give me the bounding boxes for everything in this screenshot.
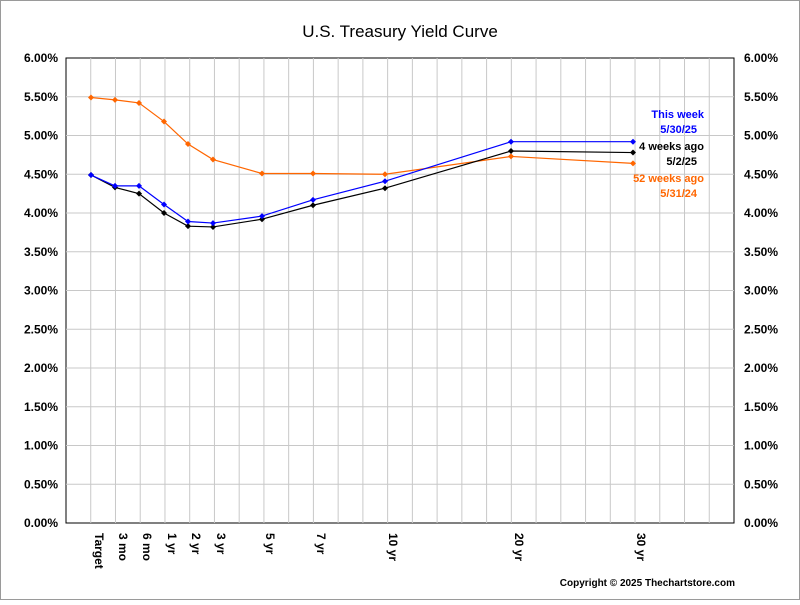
data-point [88,94,94,101]
data-point [210,220,216,227]
legend-series-name: 52 weeks ago [633,173,704,185]
y-tick-label-right: 5.50% [744,90,778,104]
data-point [310,196,316,203]
legend-series-date: 5/31/24 [660,188,698,200]
data-point [136,99,142,106]
x-tick-label: 2 yr [189,533,203,555]
data-point [508,153,514,160]
legend-series-name: This week [651,109,704,121]
data-point [185,141,191,148]
data-point [112,96,118,103]
y-tick-label-right: 4.50% [744,167,778,181]
x-tick-label: Target [92,533,106,569]
x-tick-label: 5 yr [263,533,277,555]
x-tick-label: 3 yr [214,533,228,555]
y-tick-label-left: 0.50% [24,477,58,491]
y-tick-label-left: 0.00% [24,516,58,530]
data-point [210,223,216,230]
data-point [259,216,265,223]
copyright-text: Copyright © 2025 Thechartstore.com [560,578,735,589]
y-tick-label-left: 3.50% [24,245,58,259]
y-tick-label-right: 6.00% [744,51,778,65]
data-point [259,170,265,177]
legend-series-name: 4 weeks ago [639,141,704,153]
y-tick-label-left: 5.50% [24,90,58,104]
legend-series-date: 5/30/25 [660,124,697,136]
y-tick-label-left: 1.00% [24,439,58,453]
x-tick-label: 10 yr [386,533,400,561]
y-tick-label-right: 1.00% [744,439,778,453]
data-point [310,170,316,177]
y-tick-label-right: 1.50% [744,400,778,414]
y-tick-label-right: 2.00% [744,361,778,375]
data-point [310,202,316,209]
data-point [185,218,191,225]
chart-title: U.S. Treasury Yield Curve [302,22,498,41]
y-tick-label-left: 4.00% [24,206,58,220]
data-point [88,172,94,179]
y-tick-label-left: 4.50% [24,167,58,181]
data-point [112,182,118,189]
data-point [508,138,514,145]
data-point [630,149,636,156]
x-tick-label: 1 yr [165,533,179,555]
y-tick-label-right: 0.00% [744,516,778,530]
x-tick-label: 30 yr [634,533,648,561]
data-point [382,178,388,185]
data-point [382,185,388,192]
data-point [259,213,265,220]
y-tick-label-left: 5.00% [24,129,58,143]
data-point [136,182,142,189]
y-tick-label-left: 3.00% [24,284,58,298]
y-tick-label-right: 3.50% [744,245,778,259]
data-point [210,156,216,163]
x-tick-label: 7 yr [314,533,328,555]
data-point [161,210,167,216]
y-tick-label-right: 4.00% [744,206,778,220]
y-tick-label-right: 0.50% [744,477,778,491]
y-tick-label-left: 2.00% [24,361,58,375]
data-point [161,118,167,125]
y-tick-label-right: 2.50% [744,322,778,336]
data-point [382,171,388,178]
legend-series-date: 5/2/25 [666,156,697,168]
y-tick-label-left: 1.50% [24,400,58,414]
y-tick-label-left: 2.50% [24,322,58,336]
y-tick-label-left: 6.00% [24,51,58,65]
data-point [630,138,636,145]
x-tick-label: 6 mo [140,533,154,561]
data-point [630,160,636,167]
data-point [508,148,514,154]
x-tick-label: 3 mo [116,533,130,561]
x-tick-label: 20 yr [512,533,526,561]
y-tick-label-right: 3.00% [744,284,778,298]
data-point [161,201,167,208]
y-tick-label-right: 5.00% [744,129,778,143]
data-point [185,223,191,230]
data-point [136,190,142,197]
